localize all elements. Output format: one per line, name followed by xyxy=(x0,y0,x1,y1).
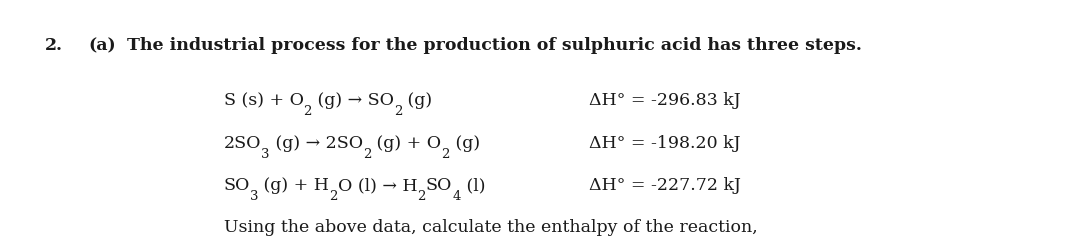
Text: (l): (l) xyxy=(460,177,485,194)
Text: (g) + O: (g) + O xyxy=(372,135,442,152)
Text: SO: SO xyxy=(426,177,453,194)
Text: (a): (a) xyxy=(89,37,117,54)
Text: SO: SO xyxy=(224,177,249,194)
Text: 4: 4 xyxy=(453,190,460,203)
Text: (g) → 2SO: (g) → 2SO xyxy=(270,135,363,152)
Text: 3: 3 xyxy=(261,148,270,161)
Text: ΔH° = -227.72 kJ: ΔH° = -227.72 kJ xyxy=(589,177,741,194)
Text: 2SO: 2SO xyxy=(224,135,261,152)
Text: (g): (g) xyxy=(449,135,480,152)
Text: The industrial process for the production of sulphuric acid has three steps.: The industrial process for the productio… xyxy=(127,37,862,54)
Text: ΔH° = -296.83 kJ: ΔH° = -296.83 kJ xyxy=(589,92,740,109)
Text: 2: 2 xyxy=(363,148,372,161)
Text: 2: 2 xyxy=(418,190,426,203)
Text: 3: 3 xyxy=(249,190,258,203)
Text: ΔH° = -198.20 kJ: ΔH° = -198.20 kJ xyxy=(589,135,740,152)
Text: 2: 2 xyxy=(442,148,449,161)
Text: Using the above data, calculate the enthalpy of the reaction,: Using the above data, calculate the enth… xyxy=(224,219,757,236)
Text: 2: 2 xyxy=(394,105,403,118)
Text: (g) + H: (g) + H xyxy=(258,177,329,194)
Text: S (s) + O: S (s) + O xyxy=(224,92,303,109)
Text: (g) → SO: (g) → SO xyxy=(312,92,394,109)
Text: 2.: 2. xyxy=(45,37,64,54)
Text: (g): (g) xyxy=(403,92,432,109)
Text: 2: 2 xyxy=(303,105,312,118)
Text: 2: 2 xyxy=(329,190,338,203)
Text: O (l) → H: O (l) → H xyxy=(338,177,418,194)
